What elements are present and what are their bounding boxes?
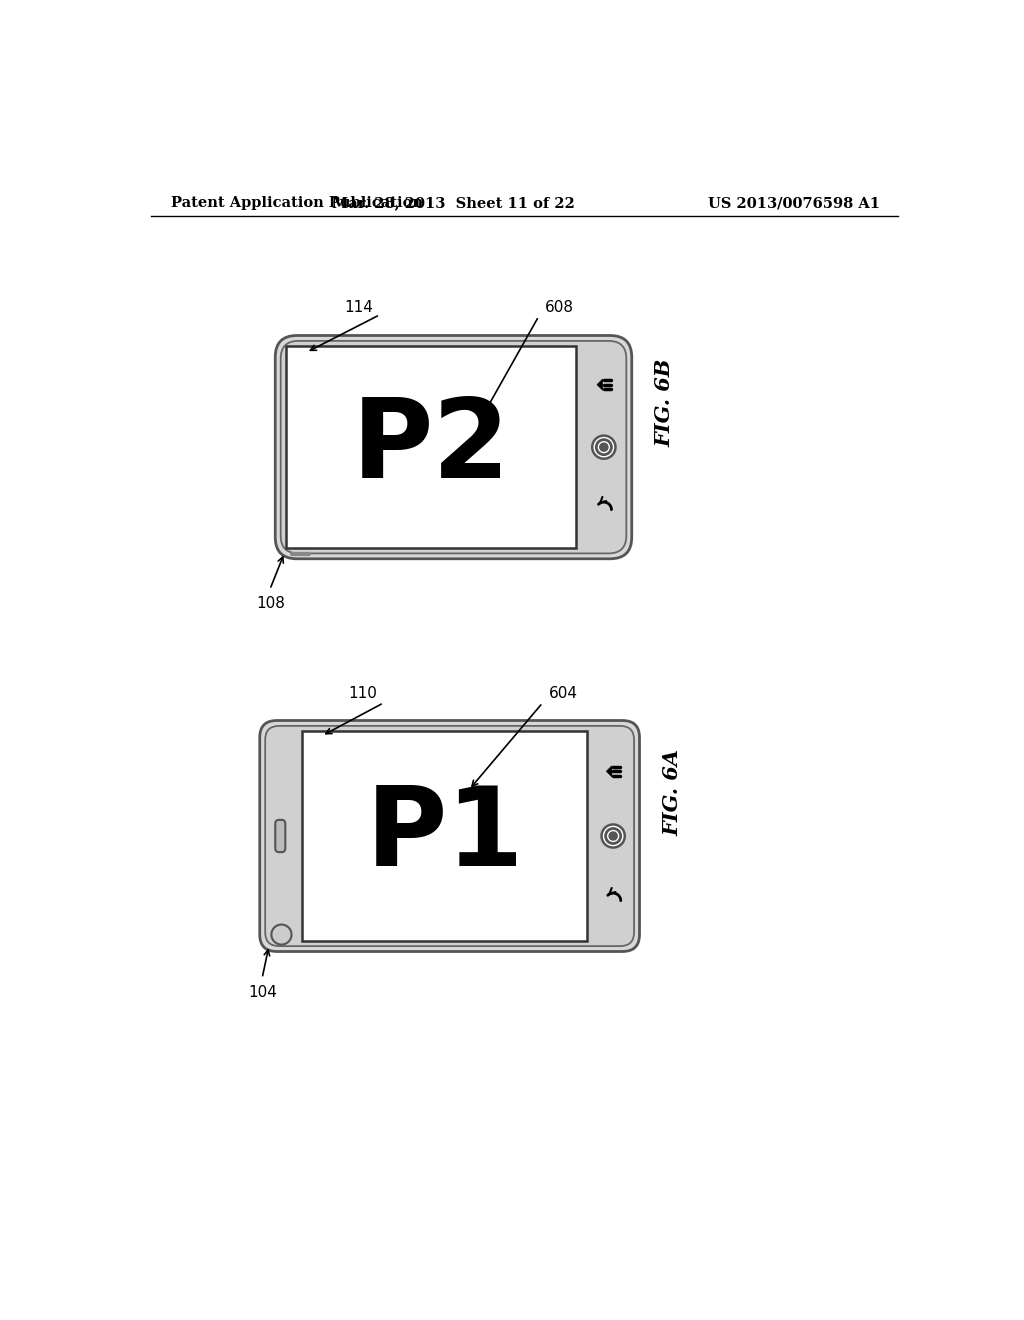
Circle shape (605, 829, 621, 843)
Polygon shape (606, 766, 612, 777)
Bar (302, 731, 587, 941)
FancyBboxPatch shape (275, 820, 286, 853)
Circle shape (601, 825, 625, 847)
Circle shape (271, 924, 292, 945)
Text: 604: 604 (549, 686, 578, 701)
FancyBboxPatch shape (265, 726, 634, 946)
Bar (286, 346, 575, 548)
Circle shape (596, 440, 611, 454)
Text: 108: 108 (256, 595, 285, 611)
Text: US 2013/0076598 A1: US 2013/0076598 A1 (708, 197, 880, 210)
Text: P2: P2 (351, 393, 510, 500)
Text: 608: 608 (545, 300, 573, 314)
FancyBboxPatch shape (281, 341, 627, 553)
Text: P1: P1 (366, 783, 524, 890)
Text: Patent Application Publication: Patent Application Publication (171, 197, 423, 210)
Text: 110: 110 (349, 686, 378, 701)
Text: FIG. 6A: FIG. 6A (663, 748, 682, 836)
Text: 114: 114 (345, 300, 374, 314)
FancyBboxPatch shape (260, 721, 640, 952)
Text: FIG. 6B: FIG. 6B (654, 359, 674, 447)
Text: 104: 104 (248, 985, 278, 999)
Circle shape (600, 444, 608, 451)
Polygon shape (597, 379, 602, 391)
Circle shape (609, 832, 617, 840)
FancyBboxPatch shape (275, 335, 632, 558)
Circle shape (592, 436, 615, 459)
Text: Mar. 28, 2013  Sheet 11 of 22: Mar. 28, 2013 Sheet 11 of 22 (332, 197, 574, 210)
